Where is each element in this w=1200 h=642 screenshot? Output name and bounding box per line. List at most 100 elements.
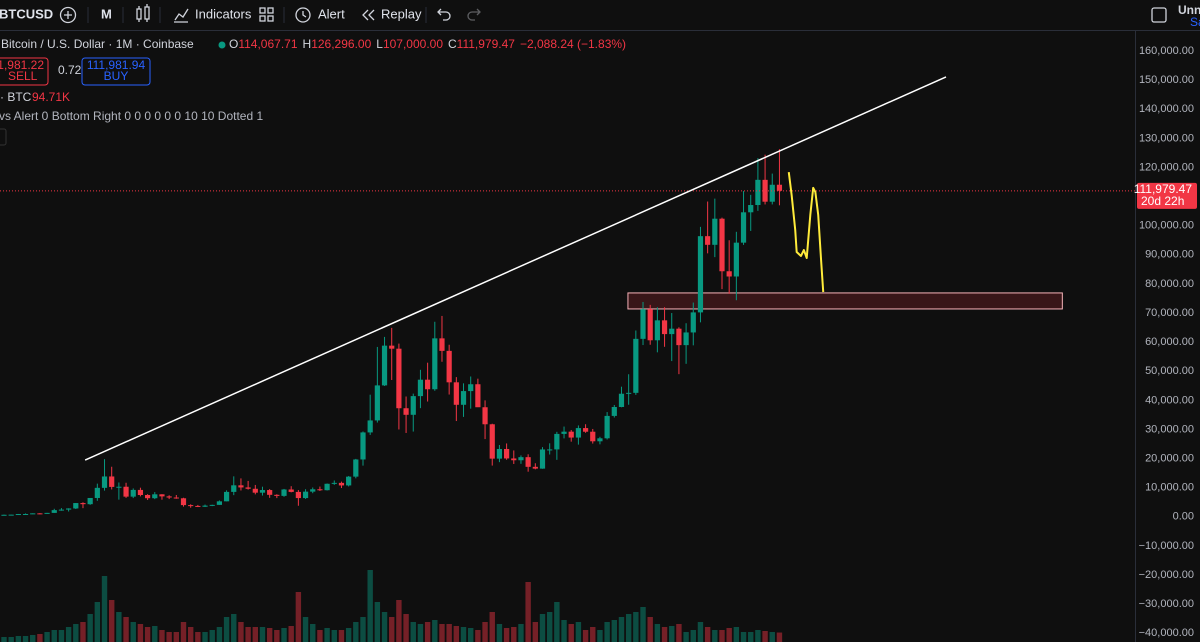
candle-body (346, 476, 352, 486)
candle-body (496, 448, 503, 459)
ohlc-key: L (376, 37, 383, 51)
candle-body (66, 508, 72, 510)
indicators-button[interactable]: Indicators (174, 6, 252, 23)
buy-label: BUY (104, 69, 129, 83)
add-symbol-button[interactable] (59, 6, 77, 24)
candle-body (590, 431, 596, 442)
candle-body (331, 482, 337, 484)
templates-button[interactable] (259, 7, 274, 22)
replay-button[interactable]: Replay (362, 6, 422, 21)
volume-bar (317, 630, 323, 642)
candle-body (511, 458, 517, 461)
candle-body (116, 486, 122, 488)
sell-button[interactable] (0, 57, 49, 86)
candle-body (389, 345, 395, 349)
candle-body (669, 328, 675, 335)
candle-body (216, 501, 222, 505)
candle-body (44, 512, 50, 514)
volume-bar (209, 630, 215, 642)
volume-bar (575, 622, 582, 642)
y-tick-label: 120,000.00 (1139, 161, 1194, 173)
volume-bar (231, 614, 237, 642)
candle-body (302, 491, 309, 499)
candle-body (145, 495, 151, 499)
candle-body (403, 408, 409, 415)
candle-body (740, 212, 747, 243)
volume-bar (532, 622, 539, 642)
candle-body (683, 332, 689, 346)
volume-bar (159, 630, 165, 642)
redo-button[interactable] (467, 8, 481, 21)
symbol-button[interactable]: BTCUSD (0, 6, 53, 21)
volume-bar (683, 632, 689, 642)
volume-bar (30, 635, 36, 642)
volume-bar (94, 602, 101, 642)
candle-body (267, 490, 273, 495)
y-tick-label: −10,000.00 (1139, 540, 1194, 552)
y-tick-label: 50,000.00 (1145, 365, 1194, 377)
undo-button[interactable] (437, 8, 451, 21)
candle-body (661, 320, 668, 335)
candle-body (748, 205, 754, 213)
volume-bar (468, 628, 474, 642)
volume-bar (539, 614, 546, 642)
candle-body (338, 482, 345, 486)
volume-bar (590, 627, 596, 642)
volume-bar (109, 600, 115, 642)
candle-body (295, 491, 301, 499)
layout-name[interactable]: Unna (1178, 3, 1200, 17)
buy-button[interactable] (81, 57, 151, 86)
candle-body (180, 498, 187, 506)
replay-label: Replay (381, 6, 422, 21)
last-price-label: 111,979.47 (1134, 182, 1193, 196)
projection-line (787, 171, 825, 293)
volume-bar (73, 624, 79, 642)
layout-checkbox[interactable] (1151, 7, 1167, 23)
y-tick-label: 140,000.00 (1139, 103, 1194, 115)
candle-body (367, 420, 373, 433)
candle-body (94, 487, 100, 498)
candle-body (446, 350, 452, 383)
volume-bar (137, 624, 144, 642)
y-tick-label: −30,000.00 (1139, 598, 1194, 610)
volume-bar (396, 600, 402, 642)
interval-button[interactable]: M (101, 6, 112, 21)
volume-bar (331, 630, 337, 642)
volume-bar (281, 628, 287, 642)
volume-bar (475, 630, 481, 642)
candle-body (374, 385, 380, 421)
candle-body (324, 483, 330, 491)
candle-body (633, 338, 639, 393)
candle-body (518, 457, 524, 461)
candle-body (705, 236, 711, 245)
volume-bar (152, 626, 158, 642)
y-tick-label: 100,000.00 (1139, 220, 1194, 232)
candle-body (188, 505, 194, 507)
volume-bar (1, 637, 7, 642)
candle-body (769, 184, 775, 202)
volume-bar (367, 570, 373, 642)
volume-bar (661, 627, 668, 642)
chart-type-button[interactable] (136, 4, 150, 22)
volume-bar (633, 612, 639, 642)
alert-button[interactable]: Alert (295, 6, 345, 23)
y-tick-label: 130,000.00 (1139, 132, 1194, 144)
candle-body (697, 236, 704, 313)
volume-bar (604, 622, 610, 642)
candle-body (231, 485, 237, 492)
volume-bar (44, 632, 50, 642)
y-tick-label: 80,000.00 (1145, 278, 1194, 290)
collapse-button[interactable] (0, 128, 7, 146)
y-tick-label: 90,000.00 (1145, 249, 1194, 261)
candle-body (618, 393, 625, 408)
volume-bar (195, 632, 201, 642)
candle-body (475, 384, 481, 408)
volume-bar (453, 626, 460, 642)
y-tick-label: −40,000.00 (1139, 627, 1194, 639)
candle-body (58, 509, 65, 511)
volume-bar (503, 628, 510, 642)
y-tick-label: 150,000.00 (1139, 74, 1194, 86)
candle-body (532, 466, 538, 469)
